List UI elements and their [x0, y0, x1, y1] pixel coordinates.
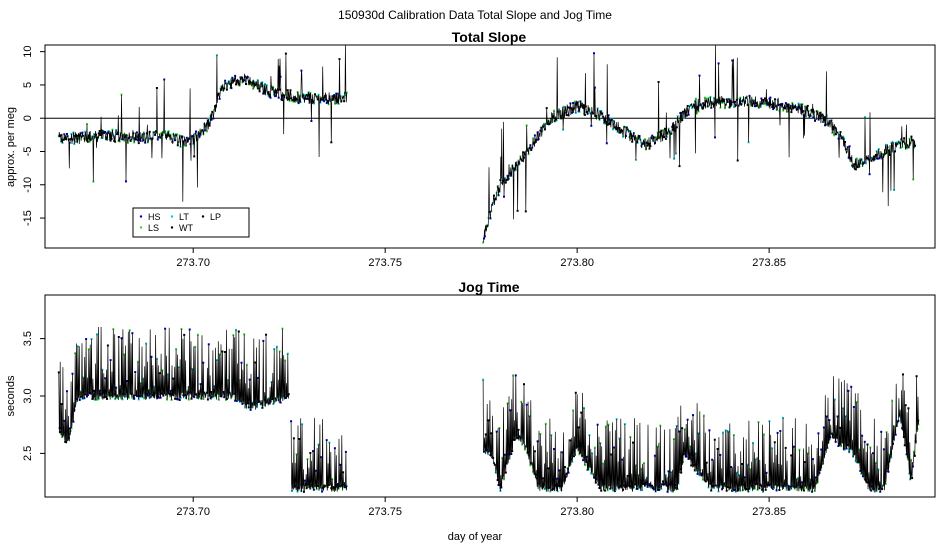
legend-label-WT: WT: [179, 223, 193, 233]
legend-marker-LS: [139, 226, 143, 229]
data-line: [290, 417, 348, 493]
x-axis-label: day of year: [448, 531, 503, 543]
x-tick-label: 273.80: [560, 506, 594, 518]
x-tick-label: 273.80: [560, 257, 594, 269]
data-segment: [482, 44, 916, 244]
x-tick-label: 273.85: [752, 257, 786, 269]
legend-label-LP: LP: [210, 212, 221, 222]
plot-frame: [44, 44, 936, 249]
y-tick-label: 0: [22, 115, 34, 121]
x-tick-label: 273.70: [176, 506, 210, 518]
y-tick-label: -15: [22, 210, 34, 226]
y-tick-label: -5: [22, 147, 34, 157]
x-tick-label: 273.75: [368, 257, 402, 269]
y-tick-label: 3.5: [22, 331, 34, 346]
plot-area: [45, 44, 935, 244]
legend-box: [132, 207, 250, 238]
y-tick-label: 5: [22, 82, 34, 88]
x-tick-label: 273.75: [368, 506, 402, 518]
jog-time-ylabel: seconds: [5, 375, 17, 416]
legend-marker-HS: [139, 215, 143, 218]
legend-marker-WT: [170, 226, 174, 229]
legend-label-HS: HS: [148, 212, 161, 222]
legend-marker-LP: [201, 215, 205, 218]
figure-title: 150930d Calibration Data Total Slope and…: [338, 8, 612, 22]
y-tick-label: 2.5: [22, 446, 34, 461]
total-slope-ylabel: approx. per meg: [5, 107, 17, 187]
y-tick-label: 10: [22, 46, 34, 58]
data-line: [482, 374, 920, 493]
data-line: [482, 44, 916, 243]
y-tick-label: -10: [22, 177, 34, 193]
data-line: [58, 326, 290, 444]
legend-marker-LT: [170, 215, 174, 218]
data-segment: [57, 326, 290, 444]
x-tick-label: 273.70: [176, 257, 210, 269]
data-segment: [482, 373, 920, 493]
total-slope-panel: Total Slope approx. per meg 273.70 273.75…: [5, 29, 936, 269]
total-slope-title: Total Slope: [452, 29, 527, 45]
data-line: [58, 45, 348, 202]
data-segment: [57, 45, 348, 202]
jog-time-panel: Jog Time seconds 273.70 273.75 273.80 273.8…: [5, 279, 936, 518]
plot-area: [57, 326, 920, 493]
jog-time-title: Jog Time: [458, 279, 519, 295]
y-tick-label: 3.0: [22, 388, 34, 403]
data-segment: [290, 417, 348, 493]
plot-frame: [44, 294, 936, 498]
legend-label-LT: LT: [179, 212, 189, 222]
legend-label-LS: LS: [148, 223, 159, 233]
x-tick-label: 273.85: [752, 506, 786, 518]
